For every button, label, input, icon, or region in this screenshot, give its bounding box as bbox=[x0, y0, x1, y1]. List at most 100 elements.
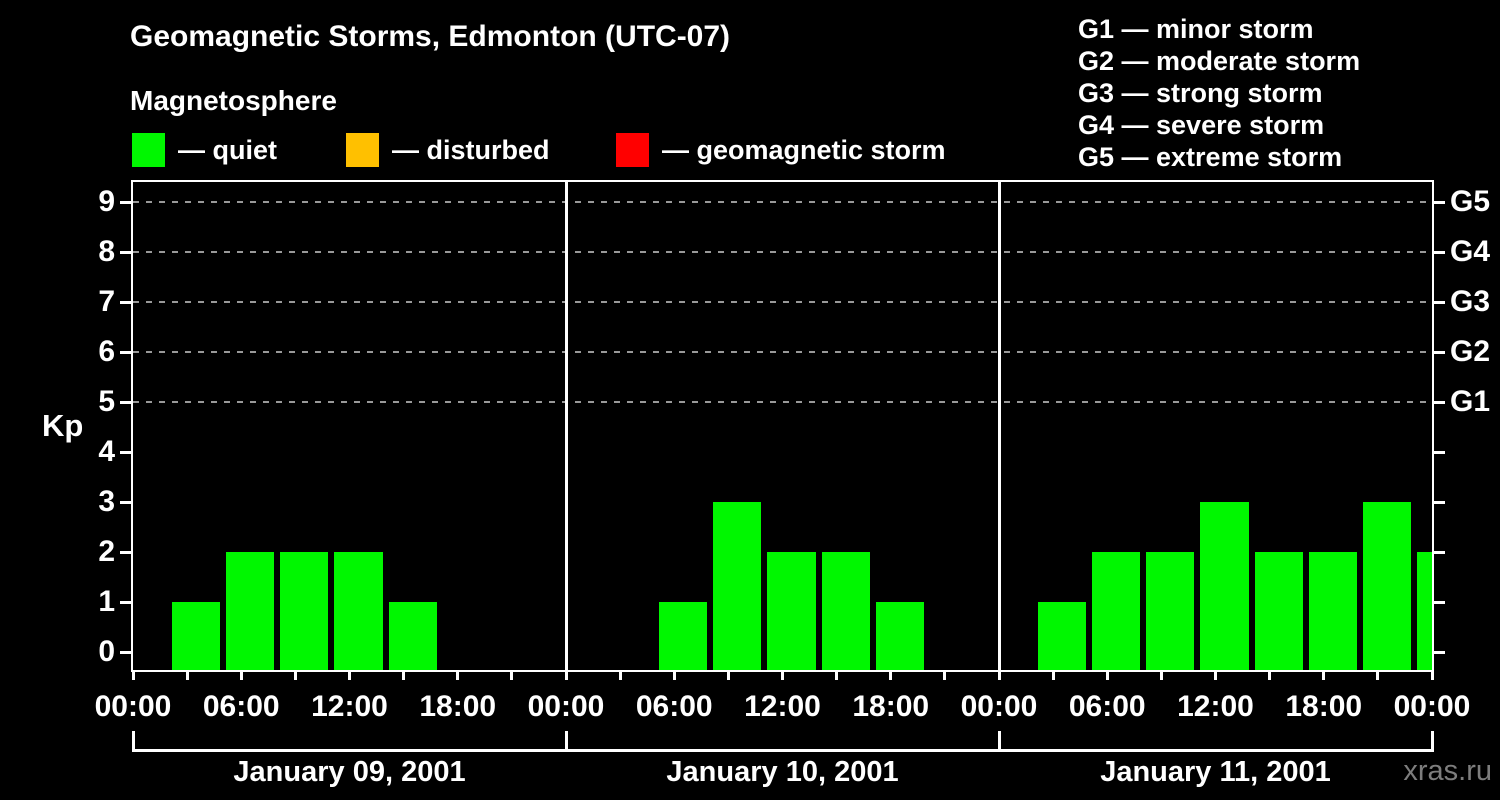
date-bracket-tick-2 bbox=[997, 731, 1001, 750]
legend-item-quiet: — quiet bbox=[132, 131, 277, 169]
x-tick-label-4: 00:00 bbox=[527, 690, 605, 723]
x-tick-66 bbox=[1322, 671, 1326, 680]
y-tick-label-6: 6 bbox=[98, 335, 115, 368]
kp-bar-day1-slot3 bbox=[713, 502, 762, 670]
kp-bar-day2-slot6 bbox=[1308, 552, 1357, 670]
plot-area bbox=[131, 180, 1434, 672]
x-tick-label-7: 18:00 bbox=[852, 690, 930, 723]
g-axis-label-g3: G3 bbox=[1450, 285, 1491, 318]
storm-color-swatch bbox=[616, 133, 649, 167]
g-axis-label-g4: G4 bbox=[1450, 235, 1491, 268]
y-tick-label-5: 5 bbox=[98, 385, 115, 418]
g-legend-line-g3: G3 — strong storm bbox=[1078, 78, 1323, 108]
y-tick-right-2 bbox=[1432, 551, 1445, 554]
x-tick-15 bbox=[402, 671, 406, 680]
y-tick-label-1: 1 bbox=[98, 585, 115, 618]
y-tick-label-2: 2 bbox=[98, 535, 115, 568]
date-label-day2: January 11, 2001 bbox=[1100, 756, 1331, 788]
g-axis-label-g1: G1 bbox=[1450, 385, 1491, 418]
chart-title: Geomagnetic Storms, Edmonton (UTC-07) bbox=[130, 20, 731, 53]
plot-inner bbox=[133, 182, 1432, 670]
x-tick-39 bbox=[835, 671, 839, 680]
date-label-day0: January 09, 2001 bbox=[233, 756, 466, 788]
gridline-kp6 bbox=[133, 351, 1432, 353]
kp-bar-day2-slot7 bbox=[1362, 502, 1411, 670]
y-tick-label-3: 3 bbox=[98, 485, 115, 518]
g-legend-line-g4: G4 — severe storm bbox=[1078, 110, 1325, 140]
g-legend-line-g2: G2 — moderate storm bbox=[1078, 46, 1361, 76]
kp-bar-day2-slot3 bbox=[1146, 552, 1195, 670]
x-tick-3 bbox=[185, 671, 189, 680]
y-tick-right-6 bbox=[1432, 351, 1445, 354]
y-tick-left-0 bbox=[120, 651, 133, 654]
kp-bar-day2-slot2 bbox=[1092, 552, 1141, 670]
x-tick-60 bbox=[1214, 671, 1217, 680]
date-label-day1: January 10, 2001 bbox=[666, 756, 899, 788]
watermark: xras.ru bbox=[1403, 755, 1492, 787]
y-tick-label-7: 7 bbox=[98, 285, 115, 318]
kp-bar-day1-slot5 bbox=[821, 552, 870, 670]
y-axis-title: Kp bbox=[42, 408, 84, 443]
x-tick-label-1: 06:00 bbox=[202, 690, 280, 723]
y-tick-right-1 bbox=[1432, 601, 1445, 604]
x-tick-label-6: 12:00 bbox=[744, 690, 821, 723]
x-tick-57 bbox=[1159, 671, 1163, 680]
quiet-color-swatch bbox=[132, 133, 165, 167]
legend-label-disturbed: — disturbed bbox=[392, 134, 550, 165]
x-tick-label-5: 06:00 bbox=[635, 690, 713, 723]
y-tick-right-5 bbox=[1432, 401, 1445, 404]
y-tick-left-2 bbox=[120, 551, 133, 554]
y-tick-right-0 bbox=[1432, 651, 1445, 654]
date-bracket-tick-0 bbox=[131, 731, 135, 750]
x-tick-48 bbox=[997, 671, 1001, 680]
x-tick-54 bbox=[1105, 671, 1109, 680]
x-tick-0 bbox=[131, 671, 135, 680]
g-axis-label-g2: G2 bbox=[1450, 335, 1491, 368]
y-tick-left-1 bbox=[120, 601, 133, 604]
gridline-kp7 bbox=[133, 301, 1432, 303]
kp-bar-day0-slot1 bbox=[172, 602, 221, 670]
y-tick-left-3 bbox=[120, 501, 133, 504]
gridline-kp9 bbox=[133, 201, 1432, 203]
y-tick-left-4 bbox=[120, 451, 133, 454]
y-tick-left-5 bbox=[120, 401, 133, 404]
kp-bar-day2-slot4 bbox=[1200, 502, 1249, 670]
date-bracket-line bbox=[132, 749, 1434, 752]
date-bracket-tick-1 bbox=[564, 731, 568, 750]
kp-bar-day1-slot2 bbox=[659, 602, 708, 670]
x-tick-label-11: 18:00 bbox=[1285, 690, 1363, 723]
g-scale-legend: G1 — minor storm G2 — moderate storm G3 … bbox=[1078, 13, 1360, 173]
kp-bar-day0-slot5 bbox=[388, 602, 437, 670]
x-tick-63 bbox=[1268, 671, 1272, 680]
y-tick-left-9 bbox=[120, 201, 133, 204]
x-tick-18 bbox=[456, 671, 460, 680]
panel-divider-2 bbox=[997, 182, 1001, 670]
kp-bar-day2-slot5 bbox=[1254, 552, 1303, 670]
legend-item-disturbed: — disturbed bbox=[346, 131, 550, 169]
y-tick-left-8 bbox=[120, 251, 133, 254]
date-bracket-tick-3 bbox=[1430, 731, 1434, 750]
disturbed-color-swatch bbox=[346, 133, 379, 167]
kp-bar-day1-slot6 bbox=[875, 602, 924, 670]
x-tick-21 bbox=[510, 671, 514, 680]
g-axis-label-g5: G5 bbox=[1450, 185, 1491, 218]
y-tick-right-8 bbox=[1432, 251, 1445, 254]
x-tick-24 bbox=[564, 671, 568, 680]
y-tick-right-4 bbox=[1432, 451, 1445, 454]
y-tick-left-6 bbox=[120, 351, 133, 354]
gridline-kp8 bbox=[133, 251, 1432, 253]
kp-bar-day2-slot1 bbox=[1038, 602, 1087, 670]
g-legend-line-g5: G5 — extreme storm bbox=[1078, 142, 1343, 172]
x-tick-51 bbox=[1051, 671, 1055, 680]
x-tick-33 bbox=[726, 671, 730, 680]
chart-subtitle: Magnetosphere bbox=[130, 85, 337, 116]
x-tick-9 bbox=[293, 671, 297, 680]
gridline-kp5 bbox=[133, 401, 1432, 403]
kp-bar-day0-slot2 bbox=[226, 552, 275, 670]
kp-bar-day0-slot4 bbox=[334, 552, 383, 670]
x-tick-27 bbox=[618, 671, 622, 680]
x-tick-42 bbox=[889, 671, 893, 680]
x-tick-72 bbox=[1430, 671, 1434, 680]
x-tick-30 bbox=[672, 671, 676, 680]
